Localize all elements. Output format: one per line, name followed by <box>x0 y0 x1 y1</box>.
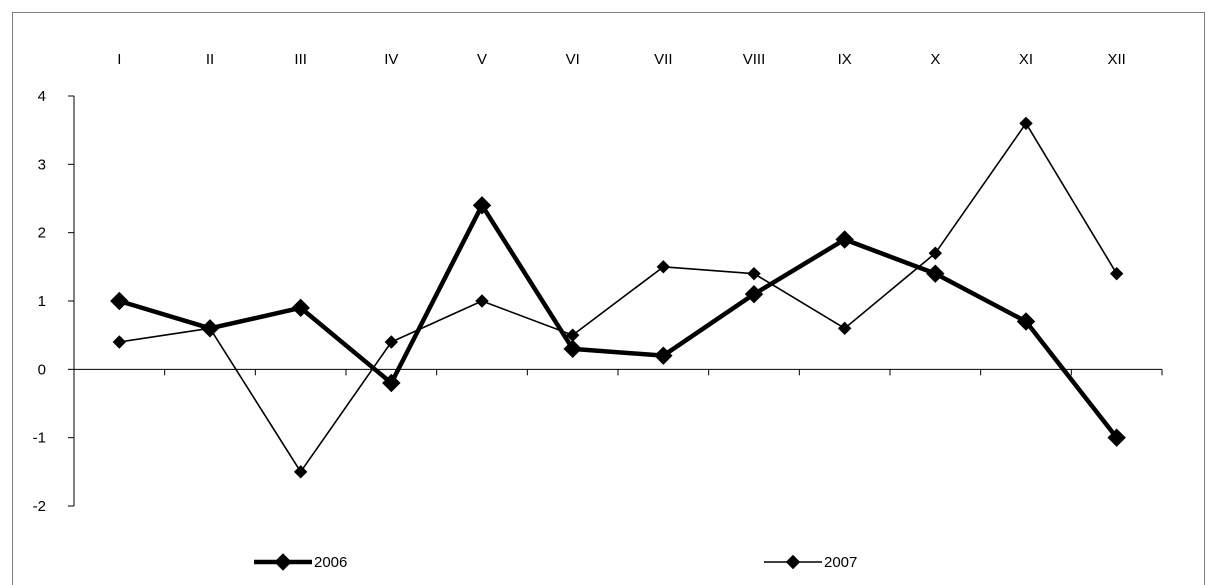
series-layer <box>110 116 1126 479</box>
data-point-2007-VIII <box>747 266 761 281</box>
y-tick-label: 2 <box>38 225 46 242</box>
data-point-2006-X <box>926 264 945 283</box>
data-point-2006-XI <box>1016 312 1036 331</box>
data-point-2007-II <box>203 321 217 336</box>
data-point-2006-V <box>472 196 492 215</box>
data-point-2006-IV <box>382 373 401 393</box>
data-point-2007-X <box>928 246 943 260</box>
month-label-VIII: VIII <box>743 51 766 68</box>
y-tick-label: 1 <box>38 293 46 310</box>
data-point-2006-VIII <box>744 284 764 304</box>
data-point-2007-V <box>475 294 489 308</box>
y-tick-label: -1 <box>33 430 46 447</box>
series-2006 <box>110 196 1126 447</box>
month-label-I: I <box>117 51 121 68</box>
data-point-2007-VI <box>565 328 580 342</box>
data-point-2007-III <box>293 465 308 479</box>
y-tick-label: 3 <box>38 156 46 173</box>
y-tick-label: 0 <box>38 361 46 378</box>
month-label-VII: VII <box>654 51 672 68</box>
month-label-X: X <box>930 51 940 68</box>
legend: 2006 2007 <box>254 553 857 571</box>
data-point-2006-IX <box>835 230 854 249</box>
data-point-2006-I <box>110 291 129 311</box>
y-tick-label: -2 <box>33 498 46 515</box>
month-label-IV: IV <box>384 51 398 68</box>
legend-label: 2006 <box>314 554 347 571</box>
legend-item-2006: 2006 <box>254 553 347 571</box>
data-point-2007-I <box>112 335 127 349</box>
data-point-2007-VII <box>656 260 671 274</box>
series-line-2007 <box>119 122 1118 473</box>
data-point-2007-IV <box>384 335 399 349</box>
month-labels: I II III IV V VI VII VIII IX X XI XII <box>117 51 1126 68</box>
data-point-2007-IX <box>837 321 852 336</box>
data-point-2007-XII <box>1109 266 1124 281</box>
legend-item-2007: 2007 <box>764 554 857 571</box>
data-point-2006-III <box>291 298 310 318</box>
month-label-XI: XI <box>1019 51 1033 68</box>
data-point-2006-VII <box>654 346 673 365</box>
month-label-II: II <box>206 51 214 68</box>
legend-marker <box>785 554 801 570</box>
month-label-III: III <box>294 51 307 68</box>
series-2007 <box>112 116 1124 479</box>
y-tick-label: 4 <box>38 88 46 105</box>
data-point-2006-VI <box>563 339 582 359</box>
month-label-IX: IX <box>838 51 852 68</box>
y-axis: -2 -1 0 1 2 3 4 <box>33 88 75 515</box>
month-label-XII: XII <box>1107 51 1125 68</box>
month-label-V: V <box>477 51 487 68</box>
legend-label: 2007 <box>824 554 857 571</box>
month-label-VI: VI <box>566 51 580 68</box>
x-axis <box>73 368 1163 376</box>
series-line-2006 <box>118 203 1119 440</box>
chart-frame <box>12 12 1205 585</box>
data-point-2007-XI <box>1019 116 1033 131</box>
data-point-2006-XII <box>1107 428 1126 447</box>
legend-marker <box>274 553 292 571</box>
